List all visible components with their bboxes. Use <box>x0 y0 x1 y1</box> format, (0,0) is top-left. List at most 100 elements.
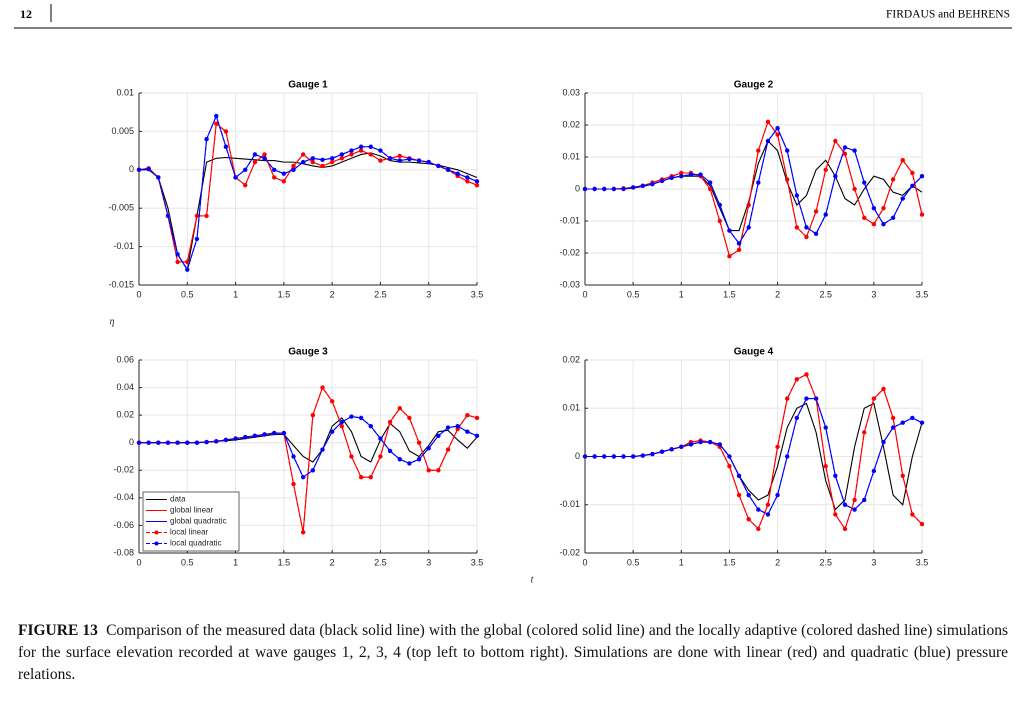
series-marker <box>291 167 296 172</box>
y-tick-label: 0.06 <box>116 354 134 364</box>
series-line <box>585 127 923 245</box>
series-marker <box>707 180 713 185</box>
x-tick-label: 1 <box>233 557 238 567</box>
series-marker <box>919 174 925 179</box>
series-line <box>138 122 478 263</box>
series-marker <box>368 474 373 480</box>
series-marker <box>804 225 809 230</box>
x-tick-label: 2.5 <box>374 557 387 567</box>
series-marker <box>378 148 383 153</box>
series-marker <box>175 252 180 257</box>
x-tick-label: 0.5 <box>181 557 194 567</box>
x-tick-label: 0 <box>136 557 141 567</box>
series-marker <box>756 148 761 153</box>
series-marker <box>833 512 838 517</box>
series-marker <box>582 454 588 459</box>
series-marker <box>387 419 393 425</box>
series-marker <box>436 163 441 169</box>
series-marker <box>717 202 722 208</box>
series-marker <box>329 399 335 404</box>
chart-title: Gauge 2 <box>734 80 774 91</box>
series-marker <box>136 167 142 172</box>
series-marker <box>900 420 905 425</box>
series-marker <box>407 415 412 421</box>
series-marker <box>272 167 277 172</box>
series-marker <box>329 429 335 434</box>
series-marker <box>233 175 238 180</box>
series-marker <box>698 172 703 177</box>
series-marker <box>881 439 886 445</box>
series-marker <box>890 177 896 182</box>
series-marker <box>871 222 877 227</box>
series-marker <box>436 468 441 473</box>
series-marker <box>349 454 354 459</box>
series-marker <box>592 186 597 192</box>
series-marker <box>736 492 742 498</box>
x-tick-label: 0 <box>582 557 587 567</box>
series-marker <box>640 453 645 458</box>
caption-label: FIGURE 13 <box>18 622 98 639</box>
x-tick-label: 2.5 <box>374 289 387 299</box>
series-marker <box>775 444 780 450</box>
x-tick-label: 2 <box>775 557 780 567</box>
series-marker <box>349 152 354 157</box>
series-marker <box>785 148 790 153</box>
series-marker <box>746 225 751 230</box>
y-tick-label: -0.06 <box>113 520 134 530</box>
series-marker <box>291 481 296 487</box>
series-marker <box>281 179 287 184</box>
series-marker <box>765 512 771 517</box>
y-tick-label: -0.08 <box>113 547 134 557</box>
series-marker <box>842 151 848 156</box>
series-marker <box>794 377 800 382</box>
series-marker <box>436 433 441 439</box>
series-marker <box>881 222 886 227</box>
series-marker <box>602 186 607 192</box>
x-axis-label: t <box>531 574 534 585</box>
legend-label: local linear <box>170 528 209 537</box>
series-marker <box>871 468 877 474</box>
series-marker <box>378 454 383 459</box>
legend-label: global quadratic <box>170 517 226 526</box>
series-marker <box>727 254 732 259</box>
y-tick-label: 0.01 <box>562 151 580 161</box>
series-marker <box>185 259 190 265</box>
y-tick-label: -0.03 <box>559 279 580 289</box>
y-tick-label: -0.04 <box>113 492 134 502</box>
series-marker <box>368 152 373 157</box>
series-marker <box>291 163 296 169</box>
series-marker <box>252 152 258 157</box>
series-marker <box>794 225 800 230</box>
series-marker <box>775 492 780 498</box>
series-marker <box>387 448 393 454</box>
series-marker <box>329 156 335 161</box>
series-marker <box>378 436 383 441</box>
series-marker <box>136 440 142 445</box>
series-marker <box>756 180 761 185</box>
series-marker <box>272 175 277 180</box>
series-marker <box>833 174 838 179</box>
series-marker <box>358 415 364 421</box>
y-tick-label: 0.02 <box>562 354 580 364</box>
series-marker <box>621 454 626 459</box>
x-tick-label: 1 <box>679 289 684 299</box>
series-marker <box>775 126 780 131</box>
series-marker <box>794 415 800 421</box>
legend-marker <box>154 541 159 546</box>
series-marker <box>592 454 597 459</box>
series-marker <box>785 454 790 459</box>
series-marker <box>707 439 713 445</box>
series-marker <box>474 179 480 184</box>
series-marker <box>871 396 877 401</box>
x-tick-label: 2 <box>330 289 335 299</box>
series-marker <box>630 185 636 190</box>
x-tick-label: 0.5 <box>627 289 640 299</box>
series-marker <box>262 152 267 157</box>
caption-text: Comparison of the measured data (black s… <box>18 622 1008 683</box>
series-marker <box>300 152 306 157</box>
series-marker <box>416 440 422 445</box>
series-marker <box>688 172 694 177</box>
series-line <box>139 417 478 463</box>
series-marker <box>300 159 306 165</box>
